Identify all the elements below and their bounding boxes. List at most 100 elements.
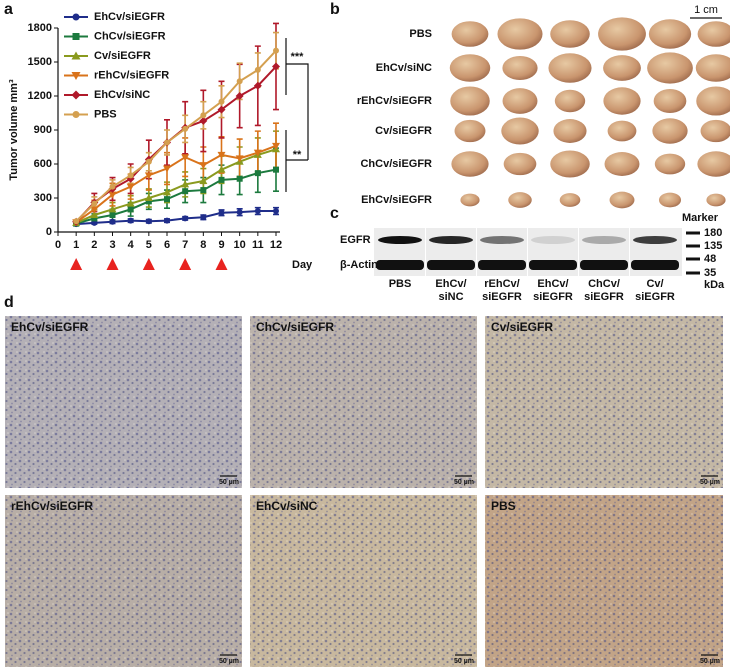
marker-band	[686, 271, 700, 275]
marker	[127, 206, 134, 213]
series-line	[75, 148, 277, 224]
tumor	[501, 117, 539, 145]
marker-band	[686, 231, 700, 235]
marker	[218, 209, 225, 216]
marker	[163, 188, 171, 196]
tumor	[603, 55, 641, 81]
annotation: **	[293, 149, 302, 161]
series-line	[75, 49, 277, 222]
marker	[71, 72, 81, 80]
legend-label: ChCv/siEGFR	[94, 30, 166, 42]
ihc-texture	[5, 316, 242, 488]
marker	[217, 165, 226, 173]
band	[580, 260, 628, 270]
tumor	[604, 152, 640, 176]
tumor	[647, 52, 693, 84]
band-label: β-Actin	[340, 259, 378, 271]
scale-label: 1 cm	[694, 4, 718, 16]
marker	[164, 217, 170, 224]
tumor	[697, 21, 730, 47]
marker	[108, 191, 117, 199]
tumor	[460, 193, 480, 207]
row-label: ChCv/siEGFR	[360, 158, 432, 170]
marker	[108, 205, 117, 213]
marker	[273, 166, 279, 173]
marker	[126, 199, 135, 207]
legend-label: Cv/siEGFR	[94, 50, 151, 62]
ihc-label: Cv/siEGFR	[491, 320, 553, 334]
marker	[253, 81, 262, 90]
x-tick-label: 6	[164, 239, 170, 251]
marker	[109, 183, 116, 190]
tumor	[497, 18, 543, 50]
y-tick-label: 900	[34, 124, 52, 136]
lane-label: siEGFR	[533, 291, 573, 303]
lane-label: EhCv/	[435, 278, 466, 290]
ihc-texture	[485, 495, 723, 667]
x-tick-label: 2	[91, 239, 97, 251]
marker	[127, 172, 134, 179]
marker	[235, 155, 244, 163]
x-tick-label: 12	[270, 239, 282, 251]
unit-label: kDa	[704, 279, 725, 291]
marker	[272, 142, 280, 150]
panel-label: a	[4, 1, 13, 18]
tumor	[550, 150, 590, 178]
x-tick-label: 3	[109, 239, 115, 251]
y-tick-label: 0	[46, 226, 52, 238]
ihc-scale-label: 50 µm	[700, 479, 720, 486]
marker	[181, 154, 190, 162]
marker	[181, 180, 190, 188]
tumor	[548, 53, 592, 83]
marker	[163, 165, 171, 173]
marker	[164, 196, 170, 203]
ihc-scale-label: 50 µm	[454, 658, 474, 665]
legend-label: EhCv/siNC	[94, 89, 150, 101]
tumor	[607, 120, 637, 142]
band	[378, 236, 422, 244]
marker	[90, 206, 99, 214]
lane-label: rEhCv/	[484, 278, 519, 290]
ihc-texture	[250, 495, 477, 667]
band	[529, 260, 577, 270]
x-tick-label: 4	[128, 239, 135, 251]
series-line	[75, 144, 277, 224]
tumor	[502, 56, 538, 80]
y-axis-label: Tumor volume mm³	[8, 79, 20, 181]
ihc-scale-label: 50 µm	[454, 479, 474, 486]
marker-label: 180	[704, 227, 722, 239]
significance	[285, 38, 309, 192]
row-label: rEhCv/siEGFR	[357, 95, 432, 107]
tumor	[603, 87, 641, 115]
legend-label: rEhCv/siEGFR	[94, 69, 169, 81]
marker	[109, 218, 116, 225]
ihc-scale-label: 50 µm	[700, 658, 720, 665]
marker-band	[686, 257, 700, 261]
marker	[236, 175, 243, 182]
row-label: EhCv/siNC	[376, 62, 432, 74]
marker-label: 135	[704, 240, 722, 252]
tumor	[454, 119, 486, 143]
tumor	[653, 88, 687, 114]
band	[531, 236, 575, 244]
marker	[145, 218, 152, 225]
tumor	[559, 193, 581, 207]
y-tick-label: 1200	[28, 90, 52, 102]
marker	[91, 200, 98, 207]
marker	[218, 176, 225, 183]
x-tick-label: 1	[73, 239, 79, 251]
lane-label: PBS	[389, 278, 412, 290]
tumor	[696, 86, 730, 116]
marker	[71, 51, 81, 60]
tumor	[695, 54, 730, 82]
band	[633, 236, 677, 244]
marker	[200, 187, 207, 194]
lane-label: ChCv/	[588, 278, 620, 290]
tumor	[654, 153, 686, 175]
ihc-scale-label: 50 µm	[219, 658, 239, 665]
x-tick-label: 5	[146, 239, 152, 251]
marker-label: 48	[704, 253, 716, 265]
panel-label: c	[330, 205, 339, 222]
marker	[199, 177, 208, 184]
